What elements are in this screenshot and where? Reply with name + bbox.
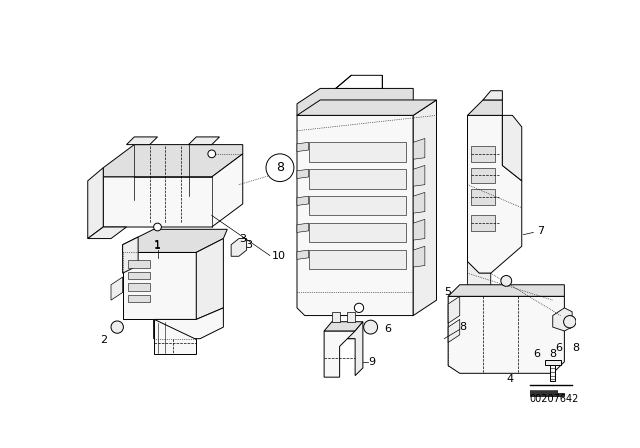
Polygon shape <box>297 100 436 116</box>
Polygon shape <box>123 252 196 319</box>
Polygon shape <box>448 296 564 373</box>
Polygon shape <box>308 196 406 215</box>
Polygon shape <box>189 137 220 145</box>
Polygon shape <box>128 283 150 291</box>
Circle shape <box>564 315 576 328</box>
Polygon shape <box>308 250 406 269</box>
Polygon shape <box>413 220 425 240</box>
Text: 1: 1 <box>154 241 161 251</box>
Circle shape <box>208 150 216 158</box>
Text: 3: 3 <box>239 233 246 244</box>
Text: 00207642: 00207642 <box>529 394 579 404</box>
Polygon shape <box>297 116 413 315</box>
Polygon shape <box>324 322 363 331</box>
Circle shape <box>501 276 511 286</box>
Polygon shape <box>472 146 495 162</box>
Polygon shape <box>332 312 340 322</box>
Text: 6: 6 <box>534 349 541 359</box>
Polygon shape <box>545 360 561 365</box>
Polygon shape <box>413 165 425 186</box>
Polygon shape <box>502 116 522 181</box>
Circle shape <box>364 320 378 334</box>
Polygon shape <box>448 296 460 323</box>
Polygon shape <box>123 229 227 252</box>
Polygon shape <box>467 262 491 296</box>
Polygon shape <box>128 271 150 280</box>
Polygon shape <box>413 138 425 159</box>
Polygon shape <box>553 308 572 331</box>
Text: 8: 8 <box>276 161 284 174</box>
Polygon shape <box>103 145 243 177</box>
Text: 7: 7 <box>537 226 545 236</box>
Polygon shape <box>127 137 157 145</box>
Circle shape <box>111 321 124 333</box>
Circle shape <box>266 154 294 181</box>
Polygon shape <box>88 227 127 238</box>
Polygon shape <box>467 100 502 116</box>
Polygon shape <box>472 168 495 183</box>
Circle shape <box>355 303 364 313</box>
Polygon shape <box>103 154 243 227</box>
Polygon shape <box>413 246 425 267</box>
Polygon shape <box>413 192 425 213</box>
Polygon shape <box>483 90 502 100</box>
Polygon shape <box>308 169 406 189</box>
Polygon shape <box>467 116 522 273</box>
Text: 8: 8 <box>460 322 467 332</box>
Polygon shape <box>297 142 308 151</box>
Text: 5: 5 <box>444 288 451 297</box>
Text: 8: 8 <box>549 349 556 359</box>
Polygon shape <box>297 250 308 259</box>
Polygon shape <box>154 319 196 354</box>
Polygon shape <box>550 365 555 381</box>
Polygon shape <box>472 215 495 231</box>
Polygon shape <box>413 100 436 315</box>
Polygon shape <box>231 238 246 256</box>
Polygon shape <box>297 223 308 233</box>
Polygon shape <box>448 319 460 343</box>
Text: 10: 10 <box>272 250 286 260</box>
Text: 6: 6 <box>385 323 392 334</box>
Text: 3: 3 <box>246 240 252 250</box>
Text: 1: 1 <box>154 240 161 250</box>
Text: 9: 9 <box>368 357 376 367</box>
Polygon shape <box>297 169 308 178</box>
Polygon shape <box>297 88 413 116</box>
Polygon shape <box>154 308 223 339</box>
Polygon shape <box>297 196 308 206</box>
Polygon shape <box>348 312 355 322</box>
Polygon shape <box>308 142 406 162</box>
Text: 2: 2 <box>100 335 107 345</box>
Polygon shape <box>196 238 223 319</box>
Polygon shape <box>123 237 138 273</box>
Polygon shape <box>111 277 123 300</box>
Polygon shape <box>324 331 355 377</box>
Polygon shape <box>448 285 564 296</box>
Circle shape <box>154 223 161 231</box>
Polygon shape <box>308 223 406 242</box>
Polygon shape <box>336 75 382 88</box>
Polygon shape <box>529 389 564 396</box>
Polygon shape <box>128 295 150 302</box>
Polygon shape <box>128 260 150 268</box>
Polygon shape <box>88 168 103 238</box>
Text: 6: 6 <box>556 343 563 353</box>
Polygon shape <box>348 322 363 375</box>
Text: 4: 4 <box>507 374 514 383</box>
Polygon shape <box>472 189 495 205</box>
Text: 8: 8 <box>572 343 579 353</box>
